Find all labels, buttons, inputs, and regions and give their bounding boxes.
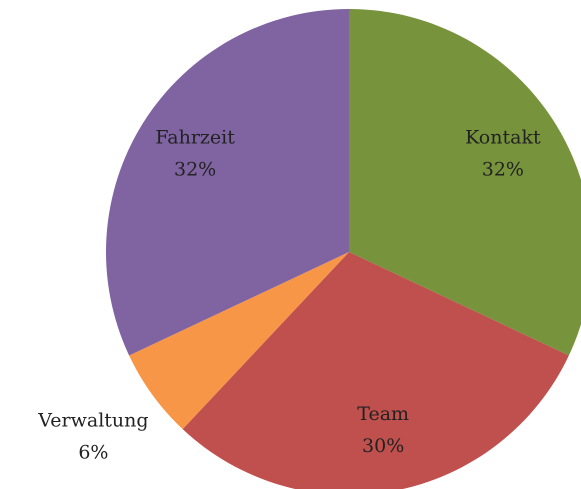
slice-label: Verwaltung: [37, 410, 148, 432]
slice-value: 30%: [362, 435, 404, 457]
slice-label: Fahrzeit: [155, 126, 235, 148]
slice-value: 32%: [174, 158, 216, 180]
slice-value: 32%: [482, 158, 524, 180]
pie-slice: [106, 9, 349, 356]
pie-slice: [182, 252, 569, 489]
pie-slice: [349, 9, 581, 356]
pie-slice: [129, 252, 349, 430]
slice-value: 6%: [78, 442, 108, 464]
slice-label: Kontakt: [465, 126, 541, 148]
slice-label: Team: [357, 403, 409, 425]
